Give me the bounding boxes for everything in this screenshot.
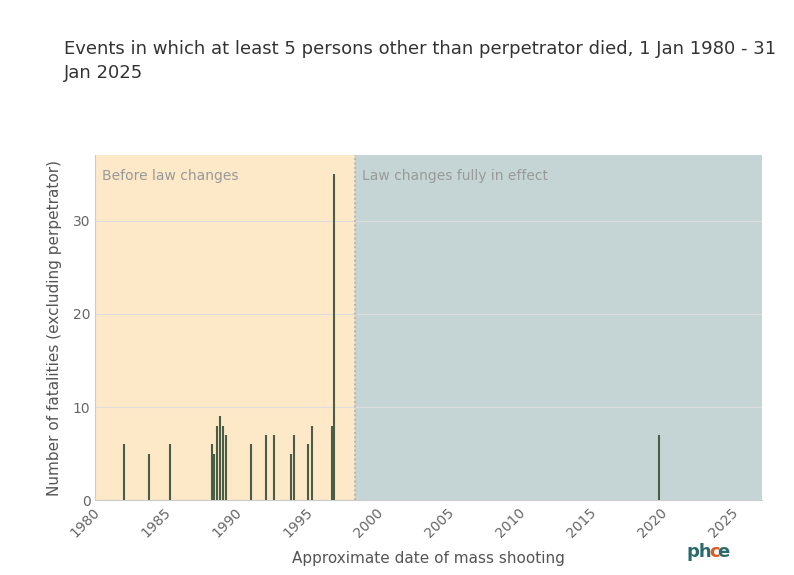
Bar [95, 155, 355, 500]
Text: Events in which at least 5 persons other than perpetrator died, 1 Jan 1980 - 31
: Events in which at least 5 persons other… [64, 40, 776, 82]
Text: e: e [717, 543, 729, 561]
Text: ph: ph [687, 543, 712, 561]
Bar [355, 155, 762, 500]
Y-axis label: Number of fatalities (excluding perpetrator): Number of fatalities (excluding perpetra… [47, 160, 62, 496]
X-axis label: Approximate date of mass shooting: Approximate date of mass shooting [292, 551, 565, 566]
Text: Before law changes: Before law changes [102, 169, 239, 183]
Text: c: c [709, 543, 719, 561]
Text: Law changes fully in effect: Law changes fully in effect [362, 169, 548, 183]
